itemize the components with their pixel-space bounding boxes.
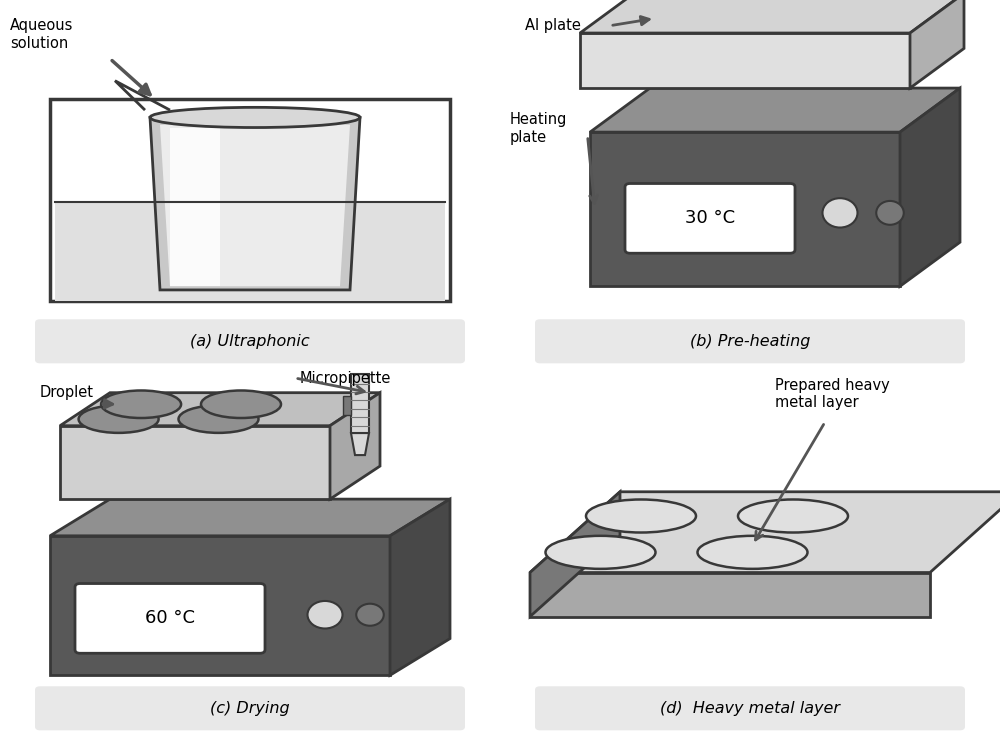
Ellipse shape — [546, 536, 656, 569]
Text: Droplet: Droplet — [40, 385, 94, 400]
FancyBboxPatch shape — [535, 319, 965, 363]
Ellipse shape — [150, 107, 360, 128]
Polygon shape — [50, 536, 390, 675]
Ellipse shape — [698, 536, 808, 569]
Polygon shape — [150, 117, 360, 290]
Polygon shape — [530, 492, 1000, 573]
FancyBboxPatch shape — [75, 584, 265, 653]
Text: (b) Pre-heating: (b) Pre-heating — [690, 334, 810, 349]
Polygon shape — [910, 0, 964, 88]
FancyBboxPatch shape — [35, 319, 465, 363]
Ellipse shape — [179, 405, 258, 433]
Text: Micropipette: Micropipette — [300, 371, 391, 385]
Polygon shape — [60, 426, 330, 499]
Text: Heating
plate: Heating plate — [510, 112, 567, 145]
Bar — [50, 99, 450, 301]
Polygon shape — [530, 492, 620, 617]
Polygon shape — [351, 433, 369, 455]
Polygon shape — [580, 33, 910, 88]
Polygon shape — [390, 499, 450, 675]
Polygon shape — [50, 499, 450, 536]
Text: (d)  Heavy metal layer: (d) Heavy metal layer — [660, 701, 840, 716]
Polygon shape — [330, 393, 380, 499]
Text: Al plate: Al plate — [525, 18, 581, 33]
Bar — [55, 202, 445, 301]
Polygon shape — [60, 393, 380, 426]
Bar — [351, 374, 369, 433]
Polygon shape — [342, 396, 351, 415]
FancyBboxPatch shape — [35, 686, 465, 730]
Text: 30 °C: 30 °C — [685, 209, 735, 228]
Ellipse shape — [79, 405, 159, 433]
Text: (a) Ultraphonic: (a) Ultraphonic — [190, 334, 310, 349]
Polygon shape — [900, 88, 960, 286]
FancyBboxPatch shape — [625, 184, 795, 253]
Polygon shape — [160, 125, 350, 286]
Polygon shape — [530, 573, 930, 617]
Text: Aqueous
solution: Aqueous solution — [10, 18, 73, 51]
FancyBboxPatch shape — [535, 686, 965, 730]
Polygon shape — [590, 132, 900, 286]
Ellipse shape — [876, 201, 904, 225]
Polygon shape — [590, 88, 960, 132]
Ellipse shape — [586, 500, 696, 533]
Ellipse shape — [101, 390, 181, 418]
Text: 60 °C: 60 °C — [145, 609, 195, 628]
Ellipse shape — [738, 500, 848, 533]
Ellipse shape — [201, 390, 281, 418]
Ellipse shape — [356, 603, 384, 625]
Polygon shape — [580, 0, 964, 33]
Ellipse shape — [822, 198, 858, 228]
Ellipse shape — [308, 601, 342, 628]
Text: Prepared heavy
metal layer: Prepared heavy metal layer — [775, 378, 890, 410]
Text: (c) Drying: (c) Drying — [210, 701, 290, 716]
Bar — [170, 128, 220, 286]
